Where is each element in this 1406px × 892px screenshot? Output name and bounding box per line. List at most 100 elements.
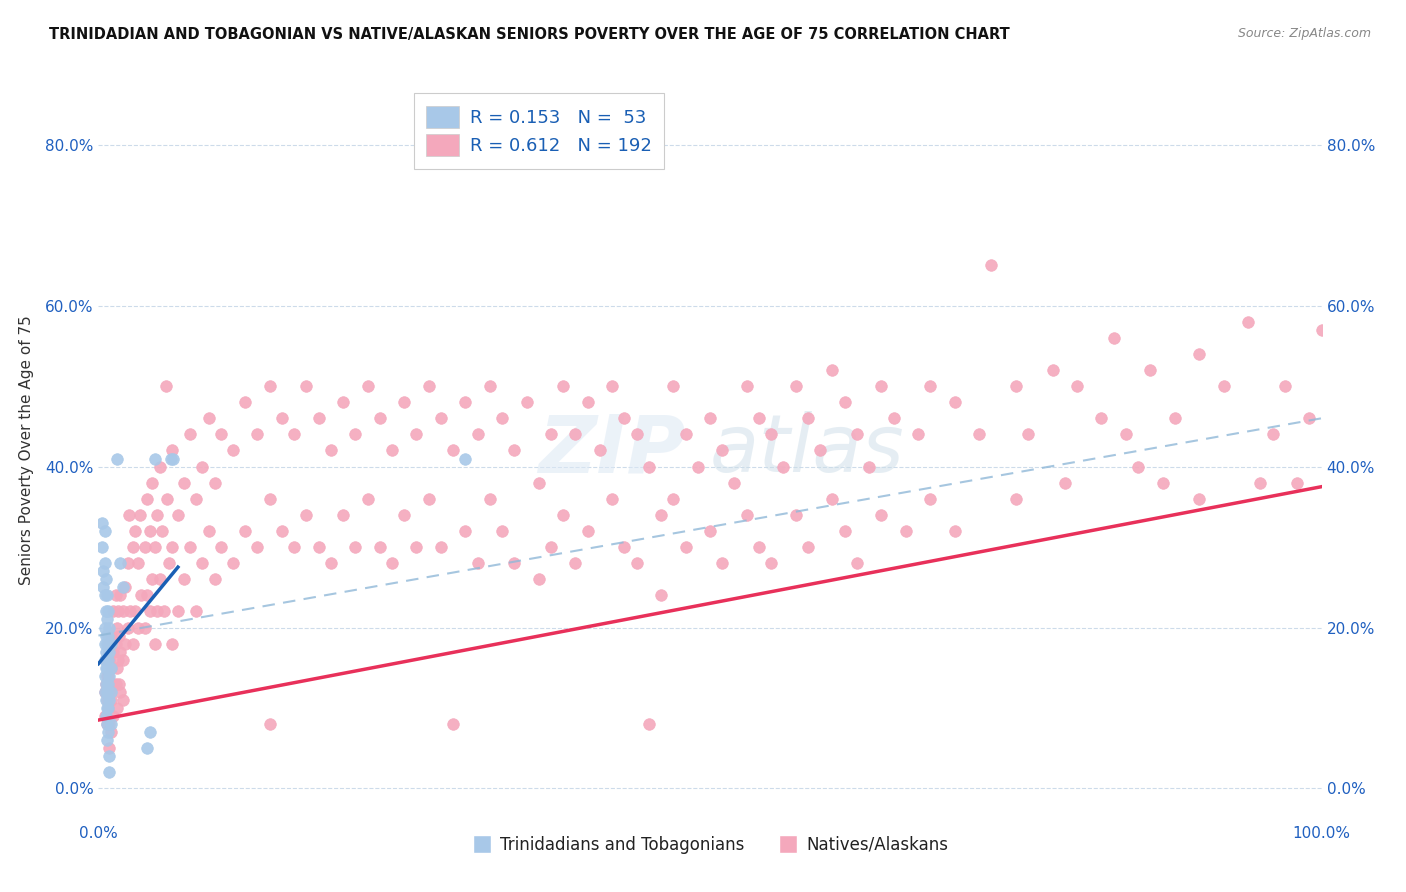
Point	[748, 540, 770, 554]
Point	[97, 677, 120, 691]
Y-axis label: Seniors Poverty Over the Age of 75: Seniors Poverty Over the Age of 75	[18, 316, 34, 585]
Point	[111, 653, 134, 667]
Point	[209, 427, 232, 442]
Point	[98, 741, 121, 756]
Point	[1249, 475, 1271, 490]
Point	[93, 669, 115, 683]
Point	[118, 508, 141, 522]
Point	[94, 661, 117, 675]
Point	[576, 524, 599, 538]
Point	[920, 379, 942, 393]
Point	[540, 427, 562, 442]
Point	[94, 693, 117, 707]
Point	[405, 540, 427, 554]
Point	[204, 475, 226, 490]
Point	[97, 604, 120, 618]
Point	[204, 572, 226, 586]
Point	[160, 540, 183, 554]
Point	[114, 637, 136, 651]
Point	[96, 693, 118, 707]
Point	[478, 379, 501, 393]
Point	[613, 411, 636, 425]
Point	[308, 540, 330, 554]
Point	[650, 588, 672, 602]
Point	[344, 427, 367, 442]
Point	[233, 395, 256, 409]
Point	[94, 709, 117, 723]
Point	[845, 556, 868, 570]
Point	[191, 459, 214, 474]
Point	[711, 556, 734, 570]
Point	[93, 620, 115, 634]
Point	[943, 524, 966, 538]
Point	[100, 628, 122, 642]
Point	[246, 427, 269, 442]
Point	[834, 395, 856, 409]
Point	[149, 459, 172, 474]
Point	[93, 685, 115, 699]
Point	[149, 572, 172, 586]
Point	[283, 427, 305, 442]
Point	[662, 491, 685, 506]
Point	[907, 427, 929, 442]
Point	[761, 427, 783, 442]
Point	[98, 717, 121, 731]
Point	[94, 645, 117, 659]
Text: Source: ZipAtlas.com: Source: ZipAtlas.com	[1237, 27, 1371, 40]
Point	[94, 677, 117, 691]
Point	[98, 620, 121, 634]
Point	[143, 451, 166, 466]
Point	[159, 451, 181, 466]
Point	[97, 628, 120, 642]
Point	[156, 491, 179, 506]
Point	[553, 379, 575, 393]
Point	[111, 693, 134, 707]
Point	[96, 717, 118, 731]
Point	[117, 556, 139, 570]
Point	[1310, 323, 1333, 337]
Point	[104, 637, 127, 651]
Point	[97, 725, 120, 739]
Text: ZIP: ZIP	[538, 411, 686, 490]
Point	[967, 427, 990, 442]
Point	[1017, 427, 1039, 442]
Point	[110, 645, 132, 659]
Point	[136, 741, 159, 756]
Point	[454, 395, 477, 409]
Point	[97, 701, 120, 715]
Point	[173, 475, 195, 490]
Point	[97, 669, 120, 683]
Point	[100, 725, 122, 739]
Point	[153, 604, 176, 618]
Point	[259, 717, 281, 731]
Point	[139, 524, 162, 538]
Point	[675, 427, 697, 442]
Point	[96, 612, 118, 626]
Point	[270, 411, 294, 425]
Point	[136, 491, 159, 506]
Point	[105, 701, 128, 715]
Point	[108, 628, 131, 642]
Point	[179, 540, 201, 554]
Point	[233, 524, 256, 538]
Point	[100, 661, 122, 675]
Point	[1237, 315, 1260, 329]
Point	[259, 491, 281, 506]
Point	[197, 411, 219, 425]
Point	[96, 588, 118, 602]
Point	[146, 508, 169, 522]
Point	[155, 379, 177, 393]
Point	[101, 709, 124, 723]
Point	[139, 725, 162, 739]
Point	[98, 693, 121, 707]
Point	[527, 572, 550, 586]
Point	[675, 540, 697, 554]
Point	[222, 556, 245, 570]
Point	[94, 572, 117, 586]
Point	[1042, 363, 1064, 377]
Point	[1188, 347, 1211, 361]
Point	[197, 524, 219, 538]
Point	[418, 379, 440, 393]
Point	[1212, 379, 1234, 393]
Point	[101, 604, 124, 618]
